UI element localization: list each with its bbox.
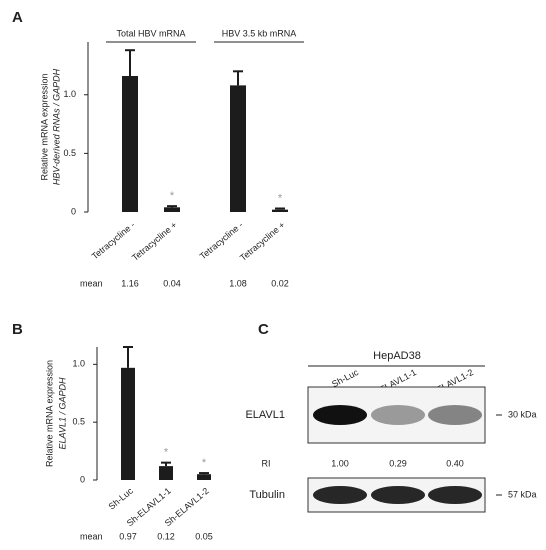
- y-tick-label: 1.0: [63, 89, 76, 99]
- significance-marker: *: [170, 190, 175, 202]
- x-tick-label: Tetracycline +: [238, 220, 287, 263]
- mean-value: 0.97: [119, 531, 137, 541]
- significance-marker: *: [164, 447, 169, 459]
- y-axis-label: ELAVL1 / GAPDH: [57, 377, 67, 450]
- band: [428, 405, 482, 425]
- bar: [164, 207, 180, 212]
- mean-label: mean: [80, 278, 103, 288]
- significance-marker: *: [202, 457, 207, 469]
- band: [313, 486, 367, 504]
- group-label: HBV 3.5 kb mRNA: [222, 28, 297, 38]
- group-label: Total HBV mRNA: [116, 28, 185, 38]
- ri-value: 0.40: [446, 458, 464, 468]
- band: [371, 405, 425, 425]
- panel-label: B: [12, 321, 23, 338]
- ri-label: RI: [262, 458, 271, 468]
- lane-label: Sh-Luc: [330, 367, 360, 389]
- size-label: 57 kDa: [508, 489, 537, 499]
- y-axis-label: HBV-derived RNAs / GAPDH: [51, 68, 61, 185]
- bar: [121, 367, 135, 480]
- bar: [230, 85, 246, 212]
- y-tick-label: 1.0: [72, 359, 85, 369]
- mean-value: 0.12: [157, 531, 175, 541]
- bar: [197, 474, 211, 480]
- panel-label: A: [12, 9, 23, 26]
- panel-label: C: [258, 321, 269, 338]
- bar: [159, 466, 173, 480]
- ri-value: 1.00: [331, 458, 349, 468]
- y-axis-label: Relative mRNA expression: [44, 360, 54, 467]
- size-label: 30 kDa: [508, 409, 537, 419]
- band: [313, 405, 367, 425]
- band: [428, 486, 482, 504]
- x-tick-label: Tetracycline +: [130, 220, 179, 263]
- bar: [272, 209, 288, 212]
- mean-value: 0.04: [163, 278, 181, 288]
- band: [371, 486, 425, 504]
- blot-title: HepAD38: [373, 350, 421, 362]
- mean-value: 0.02: [271, 278, 289, 288]
- y-tick-label: 0.5: [63, 148, 76, 158]
- mean-value: 1.08: [229, 278, 247, 288]
- y-tick-label: 0.5: [72, 417, 85, 427]
- y-tick-label: 0: [71, 206, 76, 216]
- y-tick-label: 0: [80, 474, 85, 484]
- mean-label: mean: [80, 531, 103, 541]
- mean-value: 1.16: [121, 278, 139, 288]
- bar: [122, 76, 138, 212]
- x-tick-label: Sh-Luc: [107, 485, 136, 511]
- row-label: ELAVL1: [245, 409, 285, 421]
- mean-value: 0.05: [195, 531, 213, 541]
- row-label: Tubulin: [249, 489, 285, 501]
- ri-value: 0.29: [389, 458, 407, 468]
- significance-marker: *: [278, 192, 283, 204]
- y-axis-label: Relative mRNA expression: [39, 73, 49, 180]
